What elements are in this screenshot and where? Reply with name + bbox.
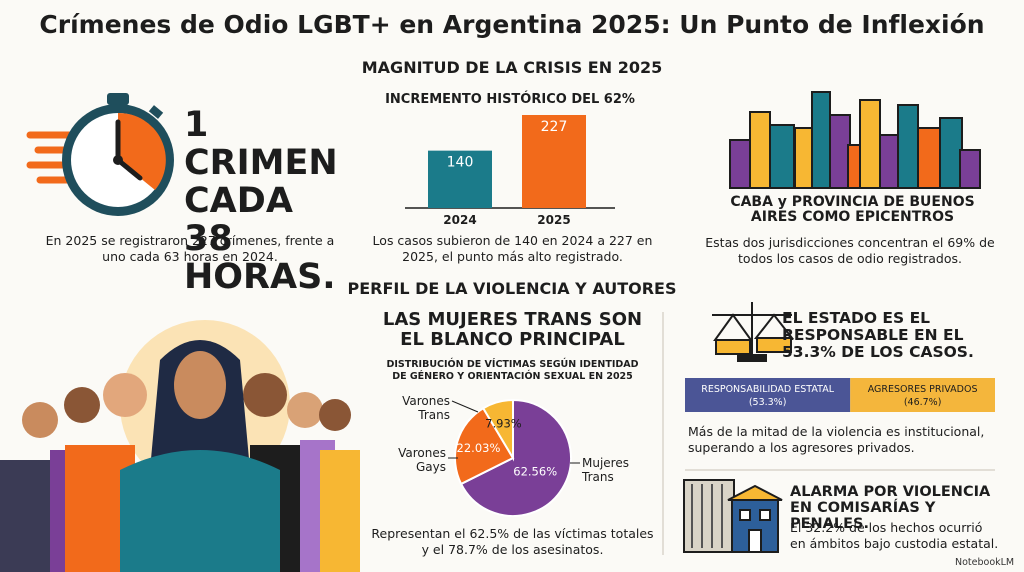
bar-chart-text: Los casos subieron de 140 en 2024 a 227 …: [372, 233, 653, 264]
frequency-text: En 2025 se registraron 227 crímenes, fre…: [45, 233, 335, 264]
people-illustration-part: [287, 392, 323, 428]
people-illustration-part: [120, 450, 280, 572]
pie-value-label: 22.03%: [457, 441, 501, 455]
people-illustration: [0, 320, 360, 572]
people-illustration-part: [319, 399, 351, 431]
skyline-icon-part: [769, 124, 795, 189]
pie-category-label: Mujeres Trans: [582, 456, 629, 484]
state-headline: EL ESTADO ES EL RESPONSABLE EN EL 53.3% …: [782, 309, 974, 361]
section-heading: MAGNITUD DE LA CRISIS EN 2025: [361, 58, 663, 77]
pie-category-label: Varones Gays: [398, 446, 446, 474]
pie-slice: [481, 398, 514, 462]
clock-icon-part: [113, 155, 123, 165]
people-illustration-part: [64, 387, 100, 423]
segment-label: AGRESORES PRIVADOS: [868, 384, 978, 395]
clock-icon-part: [118, 112, 166, 190]
people-illustration-part: [103, 373, 147, 417]
custody-icon-part: [759, 509, 771, 521]
victims-text: Representan el 62.5% de las víctimas tot…: [371, 526, 654, 557]
scales-icon-part: [715, 339, 751, 355]
pie-slice: [459, 398, 572, 517]
leader-line: [451, 400, 479, 413]
custody-icon: [683, 479, 783, 553]
skyline-icon-part: [859, 99, 881, 189]
skyline-icon-part: [959, 149, 981, 189]
bar-segment: [850, 378, 995, 412]
segment-value-label: (53.3%): [749, 397, 787, 408]
charts: 140 2024 227 2025 62.56% 22.03% 7.93% RESPONSAB…: [405, 115, 995, 517]
segment-label: RESPONSABILIDAD ESTATAL: [701, 384, 834, 395]
bar-segment: [685, 378, 851, 412]
custody-icon-part: [727, 484, 783, 501]
clock-icon-part: [26, 131, 79, 184]
custody-icon-part: [748, 529, 762, 553]
people-illustration-part: [174, 351, 226, 419]
pie-title: DISTRIBUCIÓN DE VÍCTIMAS SEGÚN IDENTIDAD…: [386, 359, 639, 382]
clock-icon-part: [148, 105, 164, 119]
epicenters-headline: CABA y PROVINCIA DE BUENOS AIRES COMO EP…: [730, 194, 975, 225]
skyline-icon-part: [729, 139, 753, 189]
scales-icon-part: [737, 354, 767, 362]
pie-value-label: 62.56%: [513, 465, 557, 479]
frequency-headline: 1 CRIMEN CADA 38 HORAS.: [184, 105, 338, 297]
people-illustration-part: [22, 402, 58, 438]
skyline-icon-part: [749, 111, 771, 189]
victims-headline: LAS MUJERES TRANS SON EL BLANCO PRINCIPA…: [382, 309, 643, 350]
pie-value-label: 7.93%: [485, 416, 522, 430]
custody-headline: ALARMA POR VIOLENCIA EN COMISARÍAS Y PEN…: [790, 484, 991, 532]
custody-icon-part: [739, 509, 751, 521]
bar: [522, 115, 586, 208]
scales-icon: [712, 302, 795, 362]
bar-chart-title: INCREMENTO HISTÓRICO DEL 62%: [385, 92, 635, 107]
people-illustration-part: [243, 373, 287, 417]
pie-category-label: Varones Trans: [402, 394, 450, 422]
epicenters-text: Estas dos jurisdicciones concentran el 6…: [705, 235, 995, 266]
x-tick-label: 2025: [537, 213, 570, 227]
state-text: Más de la mitad de la violencia es insti…: [688, 424, 985, 455]
scales-icon-part: [713, 313, 795, 341]
clock-icon-part: [107, 93, 129, 105]
people-illustration-part: [320, 450, 360, 572]
bar-value-label: 227: [541, 119, 568, 135]
x-tick-label: 2024: [443, 213, 476, 227]
bar: [428, 150, 492, 208]
bar-value-label: 140: [447, 155, 474, 171]
custody-icon-part: [691, 484, 723, 548]
segment-value-label: (46.7%): [904, 397, 942, 408]
watermark: NotebookLM: [955, 557, 1015, 568]
skyline-icon-part: [897, 104, 919, 189]
scales-icon-part: [756, 337, 792, 353]
skyline-icon: [729, 91, 981, 189]
page-title: Crímenes de Odio LGBT+ en Argentina 2025…: [39, 10, 985, 39]
skyline-icon-part: [917, 127, 941, 189]
skyline-icon-part: [939, 117, 963, 189]
skyline-icon-part: [811, 91, 831, 189]
section-heading: PERFIL DE LA VIOLENCIA Y AUTORES: [347, 279, 677, 298]
clock-icon: [26, 93, 174, 216]
custody-text: El 32.2% de los hechos ocurrió en ámbito…: [790, 520, 999, 551]
